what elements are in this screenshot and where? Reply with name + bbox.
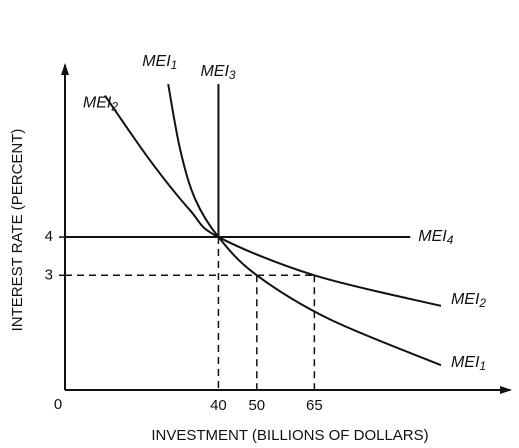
curve <box>104 95 442 307</box>
series-label: MEI4 <box>418 228 453 247</box>
x-tick-label: 50 <box>248 397 265 414</box>
series-label: MEI1 <box>142 53 177 72</box>
y-tick-label: 3 <box>45 266 53 283</box>
series-label: MEI3 <box>200 63 235 82</box>
x-tick-label: 65 <box>306 397 323 414</box>
curve <box>167 83 442 367</box>
y-tick-label: 4 <box>45 228 53 245</box>
x-axis-arrow <box>500 386 512 394</box>
x-axis-label: INVESTMENT (BILLIONS OF DOLLARS) <box>151 427 428 444</box>
y-axis-label: INTEREST RATE (PERCENT) <box>9 129 26 332</box>
y-axis-arrow <box>61 63 69 75</box>
origin-label: 0 <box>54 396 62 413</box>
series-label: MEI2 <box>83 95 118 114</box>
series-label: MEI2 <box>451 291 486 310</box>
x-tick-label: 40 <box>210 397 227 414</box>
series-label: MEI1 <box>451 354 486 373</box>
